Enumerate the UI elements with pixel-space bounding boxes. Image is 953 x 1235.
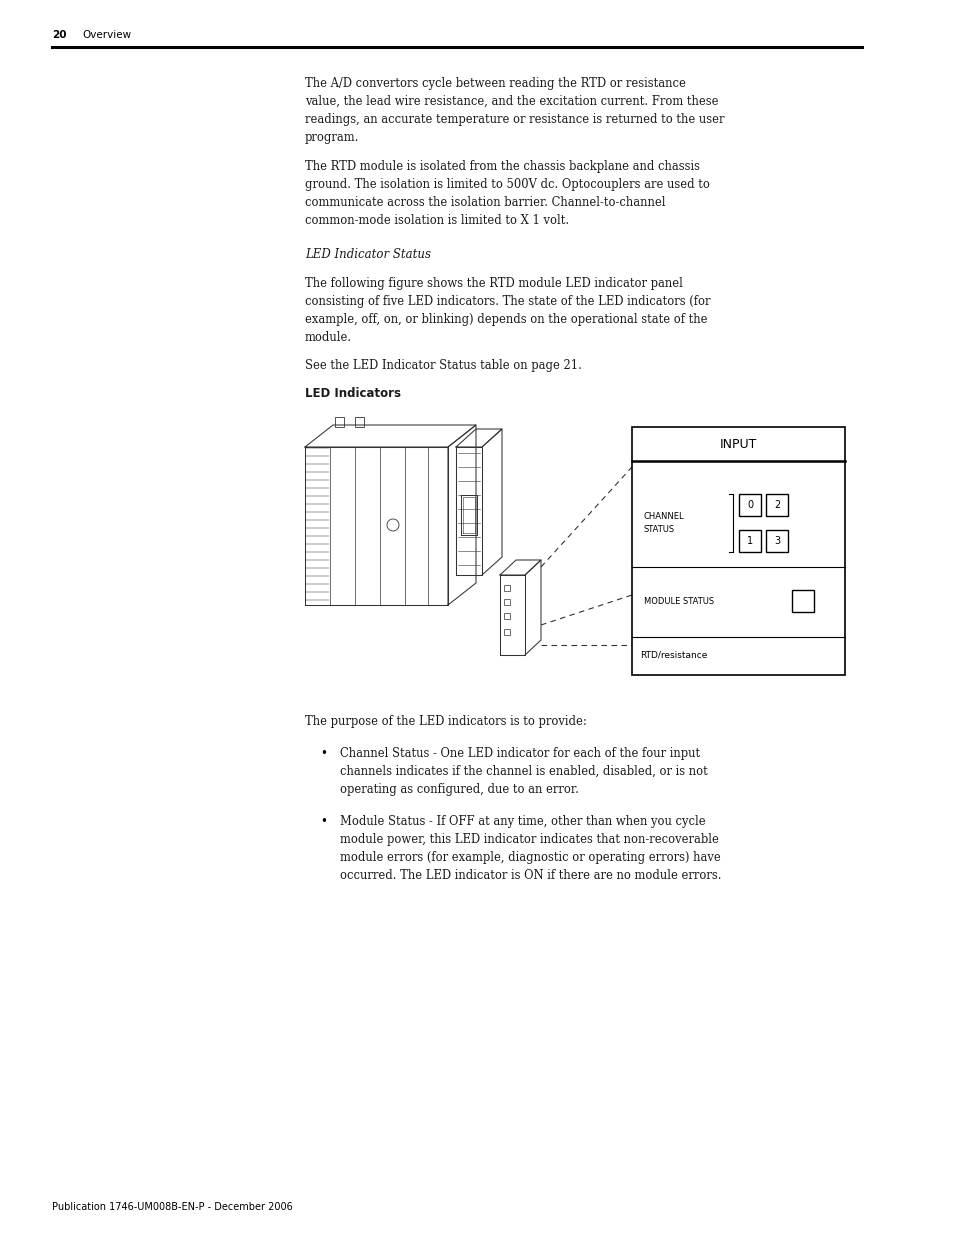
Text: The A/D convertors cycle between reading the RTD or resistance
value, the lead w: The A/D convertors cycle between reading… — [305, 77, 723, 144]
Text: Overview: Overview — [82, 30, 131, 40]
Text: INPUT: INPUT — [720, 437, 757, 451]
Bar — [503, 613, 510, 619]
Text: MODULE STATUS: MODULE STATUS — [643, 597, 714, 605]
Text: Channel Status - One LED indicator for each of the four input
channels indicates: Channel Status - One LED indicator for e… — [339, 747, 707, 797]
Text: The RTD module is isolated from the chassis backplane and chassis
ground. The is: The RTD module is isolated from the chas… — [305, 161, 709, 227]
Text: The purpose of the LED indicators is to provide:: The purpose of the LED indicators is to … — [305, 715, 586, 727]
Bar — [503, 599, 510, 605]
Text: Publication 1746-UM008B-EN-P - December 2006: Publication 1746-UM008B-EN-P - December … — [52, 1202, 293, 1212]
Text: Module Status - If OFF at any time, other than when you cycle
module power, this: Module Status - If OFF at any time, othe… — [339, 815, 720, 882]
Bar — [335, 417, 344, 427]
Text: RTD/resistance: RTD/resistance — [639, 651, 706, 659]
Text: The following figure shows the RTD module LED indicator panel
consisting of five: The following figure shows the RTD modul… — [305, 277, 710, 345]
Bar — [765, 530, 787, 552]
Text: LED Indicators: LED Indicators — [305, 387, 400, 400]
Bar — [739, 494, 760, 516]
Bar — [765, 494, 787, 516]
Bar — [503, 585, 510, 592]
Text: 20: 20 — [52, 30, 67, 40]
Bar — [355, 417, 364, 427]
Bar — [503, 629, 510, 635]
Bar — [739, 530, 760, 552]
Text: CHANNEL
STATUS: CHANNEL STATUS — [643, 513, 684, 534]
Text: LED Indicator Status: LED Indicator Status — [305, 248, 431, 261]
Text: •: • — [319, 747, 327, 760]
Text: See the LED Indicator Status table on page 21.: See the LED Indicator Status table on pa… — [305, 359, 581, 372]
Text: •: • — [319, 815, 327, 827]
Text: 0: 0 — [746, 500, 752, 510]
Text: 1: 1 — [746, 536, 752, 546]
Text: 2: 2 — [773, 500, 780, 510]
Text: 3: 3 — [773, 536, 780, 546]
Bar — [791, 590, 813, 613]
Bar — [631, 427, 844, 676]
